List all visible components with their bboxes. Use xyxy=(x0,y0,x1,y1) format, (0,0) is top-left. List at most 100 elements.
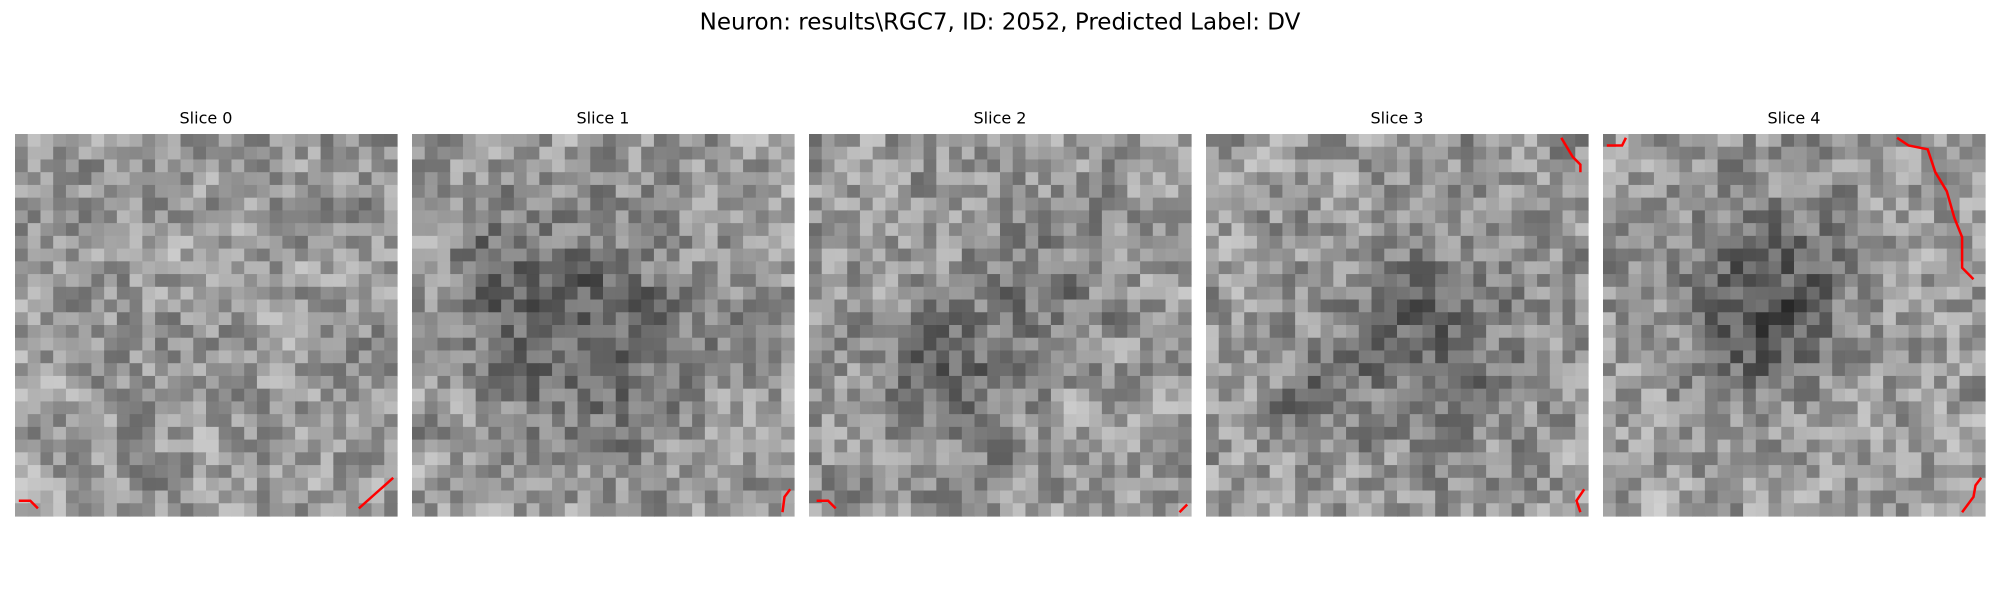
pixel xyxy=(1972,388,1986,402)
pixel xyxy=(1295,439,1309,453)
pixel xyxy=(1511,197,1525,211)
pixel xyxy=(1511,477,1525,492)
pixel xyxy=(1218,299,1233,313)
pixel xyxy=(730,465,744,479)
pixel xyxy=(1755,210,1770,224)
pixel xyxy=(1768,248,1782,262)
pixel xyxy=(552,452,566,466)
pixel xyxy=(1511,452,1525,466)
pixel xyxy=(424,490,439,504)
pixel xyxy=(462,286,477,301)
pixel xyxy=(1165,401,1179,415)
pixel xyxy=(256,159,271,173)
pixel xyxy=(1549,325,1564,339)
pixel xyxy=(834,274,848,288)
pixel xyxy=(1679,414,1693,428)
pixel xyxy=(1152,299,1167,313)
pixel xyxy=(155,325,169,339)
pixel xyxy=(27,439,42,453)
pixel xyxy=(730,401,744,415)
pixel xyxy=(1628,363,1642,377)
pixel xyxy=(653,159,668,173)
pixel xyxy=(1679,286,1693,301)
pixel xyxy=(961,414,976,428)
pixel xyxy=(1422,465,1436,479)
pixel xyxy=(1435,350,1449,364)
pixel xyxy=(1295,503,1309,517)
pixel xyxy=(1012,261,1027,275)
pixel xyxy=(78,299,92,313)
pixel xyxy=(898,350,912,364)
pixel xyxy=(781,363,795,377)
pixel xyxy=(526,388,540,402)
pixel xyxy=(1934,465,1948,479)
pixel xyxy=(1781,172,1795,186)
pixel xyxy=(1704,401,1719,415)
pixel xyxy=(1025,401,1039,415)
pixel xyxy=(282,465,296,479)
pixel xyxy=(1832,172,1846,186)
pixel xyxy=(1206,452,1220,466)
pixel xyxy=(641,146,655,161)
pixel xyxy=(679,172,693,186)
pixel xyxy=(590,159,604,173)
pixel xyxy=(1447,503,1462,517)
pixel xyxy=(1333,261,1347,275)
pixel xyxy=(1165,388,1179,402)
pixel xyxy=(1511,172,1525,186)
pixel xyxy=(475,286,489,301)
pixel xyxy=(1870,426,1884,441)
pixel xyxy=(1781,159,1795,173)
pixel xyxy=(1050,477,1065,492)
pixel xyxy=(768,363,782,377)
pixel xyxy=(282,401,296,415)
pixel xyxy=(1409,490,1424,504)
pixel xyxy=(358,312,373,326)
pixel xyxy=(1511,465,1525,479)
pixel xyxy=(949,274,963,288)
pixel xyxy=(898,414,912,428)
pixel xyxy=(755,312,770,326)
pixel xyxy=(679,235,693,250)
pixel xyxy=(564,363,579,377)
pixel xyxy=(206,477,220,492)
pixel xyxy=(1819,452,1833,466)
pixel xyxy=(256,388,271,402)
pixel xyxy=(1063,363,1077,377)
pixel xyxy=(65,172,80,186)
pixel xyxy=(1244,159,1258,173)
pixel xyxy=(577,134,591,148)
pixel xyxy=(1934,286,1948,301)
pixel xyxy=(628,248,642,262)
pixel xyxy=(1844,159,1859,173)
pixel xyxy=(1000,490,1014,504)
pixel xyxy=(346,184,360,199)
pixel xyxy=(743,286,757,301)
pixel xyxy=(1641,439,1655,453)
pixel xyxy=(180,426,194,441)
pixel xyxy=(974,465,988,479)
pixel xyxy=(244,184,258,199)
pixel xyxy=(936,159,950,173)
pixel xyxy=(1165,210,1179,224)
pixel xyxy=(1755,134,1770,148)
pixel xyxy=(1063,248,1077,262)
pixel xyxy=(936,388,950,402)
pixel xyxy=(885,134,899,148)
pixel xyxy=(1435,172,1449,186)
pixel xyxy=(1473,388,1487,402)
pixel xyxy=(1256,350,1271,364)
pixel xyxy=(269,184,283,199)
pixel xyxy=(295,490,309,504)
pixel xyxy=(1781,299,1795,313)
pixel xyxy=(1524,286,1538,301)
pixel xyxy=(320,261,334,275)
pixel xyxy=(628,172,642,186)
pixel xyxy=(1460,426,1474,441)
pixel xyxy=(104,197,118,211)
pixel xyxy=(564,490,579,504)
pixel xyxy=(1307,274,1322,288)
pixel xyxy=(1101,350,1116,364)
pixel xyxy=(781,134,795,148)
pixel xyxy=(692,197,706,211)
